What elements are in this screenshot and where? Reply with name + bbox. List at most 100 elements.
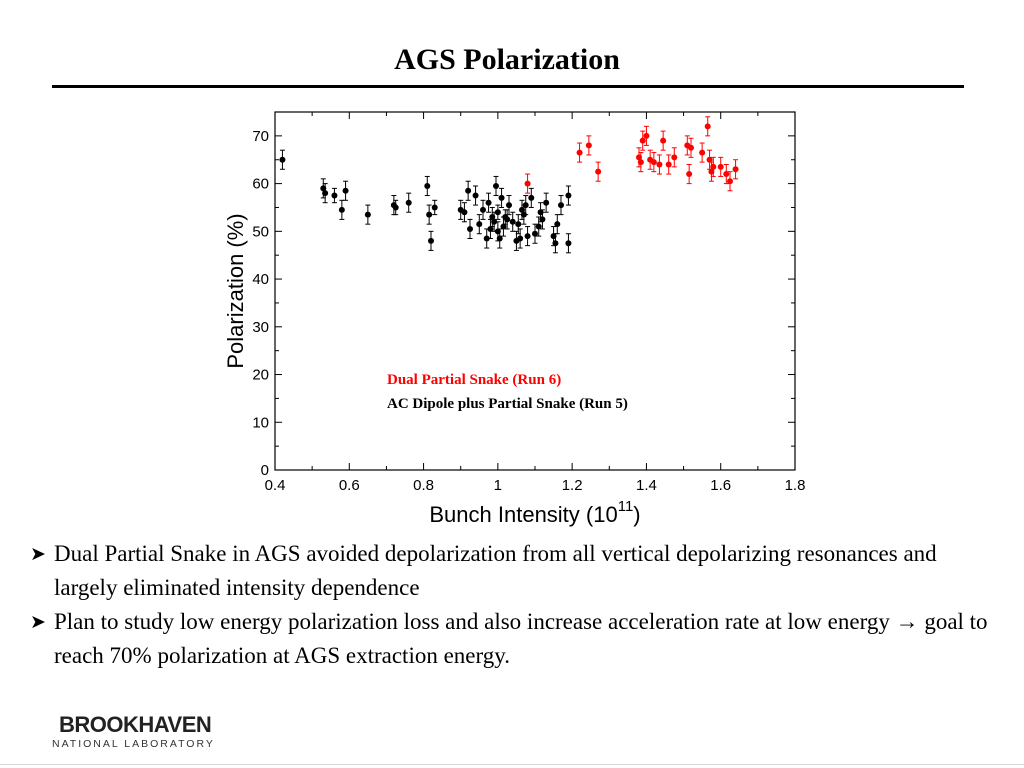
data-point bbox=[480, 199, 486, 220]
point-marker bbox=[506, 202, 512, 209]
data-point bbox=[517, 228, 524, 249]
brookhaven-logo: BROOKHAVEN NATIONAL LABORATORY bbox=[52, 712, 232, 762]
point-marker bbox=[552, 240, 559, 247]
data-point bbox=[428, 230, 434, 251]
point-marker bbox=[405, 199, 412, 206]
data-point bbox=[485, 192, 492, 213]
data-point bbox=[392, 199, 399, 216]
point-marker bbox=[706, 156, 713, 163]
point-marker bbox=[660, 137, 667, 144]
legend-entry-run5: AC Dipole plus Partial Snake (Run 5) bbox=[387, 396, 628, 412]
data-point bbox=[515, 214, 522, 235]
x-tick-label: 0.8 bbox=[413, 477, 434, 494]
x-tick-label: 1.2 bbox=[562, 477, 583, 494]
data-point bbox=[723, 164, 730, 185]
x-axis-title-close: ) bbox=[633, 502, 640, 527]
point-marker bbox=[465, 187, 472, 194]
point-marker bbox=[732, 166, 739, 173]
arrow-bullet-icon: ➤ bbox=[30, 611, 46, 633]
data-point bbox=[639, 130, 646, 151]
point-marker bbox=[710, 163, 717, 170]
data-point bbox=[279, 149, 286, 170]
x-tick-label: 1.6 bbox=[710, 477, 731, 494]
y-axis: 0 10 20 30 40 50 60 70 bbox=[252, 128, 795, 479]
bullet-list: ➤ Dual Partial Snake in AGS avoided depo… bbox=[30, 537, 990, 673]
x-axis-title-text: Bunch Intensity (10 bbox=[429, 502, 617, 527]
y-tick-label: 40 bbox=[252, 271, 269, 288]
y-tick-label: 10 bbox=[252, 414, 269, 431]
point-marker bbox=[639, 137, 646, 144]
y-tick-label: 0 bbox=[261, 462, 269, 479]
point-marker bbox=[643, 132, 650, 139]
point-marker bbox=[483, 235, 490, 242]
data-point bbox=[585, 135, 592, 156]
point-marker bbox=[487, 225, 494, 232]
x-tick-label: 1 bbox=[494, 477, 502, 494]
data-point bbox=[558, 195, 564, 216]
data-point bbox=[688, 137, 694, 158]
data-point bbox=[467, 218, 473, 239]
point-marker bbox=[554, 221, 561, 228]
data-point bbox=[565, 233, 572, 254]
data-point bbox=[732, 159, 739, 180]
data-point bbox=[498, 187, 505, 208]
data-point bbox=[704, 116, 711, 137]
point-marker bbox=[671, 154, 678, 161]
data-point bbox=[405, 192, 412, 213]
point-marker bbox=[279, 156, 286, 163]
y-axis-title: Polarization (%) bbox=[223, 213, 248, 368]
legend-entry-run6: Dual Partial Snake (Run 6) bbox=[387, 372, 561, 388]
point-marker bbox=[515, 221, 522, 228]
point-marker bbox=[524, 180, 531, 187]
point-marker bbox=[472, 192, 479, 199]
point-marker bbox=[431, 204, 438, 211]
data-point bbox=[524, 226, 531, 247]
data-point bbox=[524, 173, 531, 194]
data-point bbox=[426, 204, 433, 225]
point-marker bbox=[688, 144, 694, 151]
point-marker bbox=[428, 237, 434, 244]
data-point bbox=[506, 195, 512, 216]
point-marker bbox=[595, 168, 602, 175]
point-marker bbox=[517, 235, 524, 242]
data-point bbox=[727, 171, 733, 192]
data-point bbox=[706, 149, 713, 170]
point-marker bbox=[717, 163, 724, 170]
y-tick-label: 70 bbox=[252, 128, 269, 145]
data-point bbox=[331, 187, 338, 204]
point-marker bbox=[331, 192, 338, 199]
data-point bbox=[699, 142, 706, 163]
slide-title: AGS Polarization bbox=[394, 43, 620, 76]
x-tick-label: 0.6 bbox=[339, 477, 360, 494]
point-marker bbox=[665, 161, 672, 168]
point-marker bbox=[461, 209, 468, 216]
data-point bbox=[504, 209, 511, 230]
point-marker bbox=[727, 178, 733, 185]
data-point bbox=[565, 185, 572, 206]
point-marker bbox=[723, 171, 730, 178]
point-marker bbox=[476, 221, 483, 228]
point-marker bbox=[704, 123, 711, 130]
point-marker bbox=[585, 142, 592, 149]
data-point bbox=[424, 175, 431, 197]
point-marker bbox=[522, 202, 529, 209]
point-marker bbox=[480, 206, 486, 213]
bullet-item: ➤ Dual Partial Snake in AGS avoided depo… bbox=[30, 537, 990, 605]
data-point bbox=[465, 180, 472, 201]
data-point bbox=[493, 175, 499, 197]
x-tick-label: 0.4 bbox=[265, 477, 286, 494]
data-point bbox=[686, 164, 693, 185]
point-marker bbox=[494, 209, 501, 216]
point-marker bbox=[485, 199, 492, 206]
point-marker bbox=[322, 190, 329, 197]
point-marker bbox=[699, 149, 706, 156]
data-point bbox=[472, 185, 479, 206]
point-marker bbox=[493, 182, 499, 189]
data-point bbox=[461, 202, 468, 223]
data-points bbox=[279, 116, 739, 254]
point-marker bbox=[686, 171, 693, 178]
data-point bbox=[576, 142, 583, 163]
data-point bbox=[496, 228, 503, 249]
point-marker bbox=[509, 218, 516, 225]
logo-wordmark: BROOKHAVEN bbox=[59, 712, 212, 737]
